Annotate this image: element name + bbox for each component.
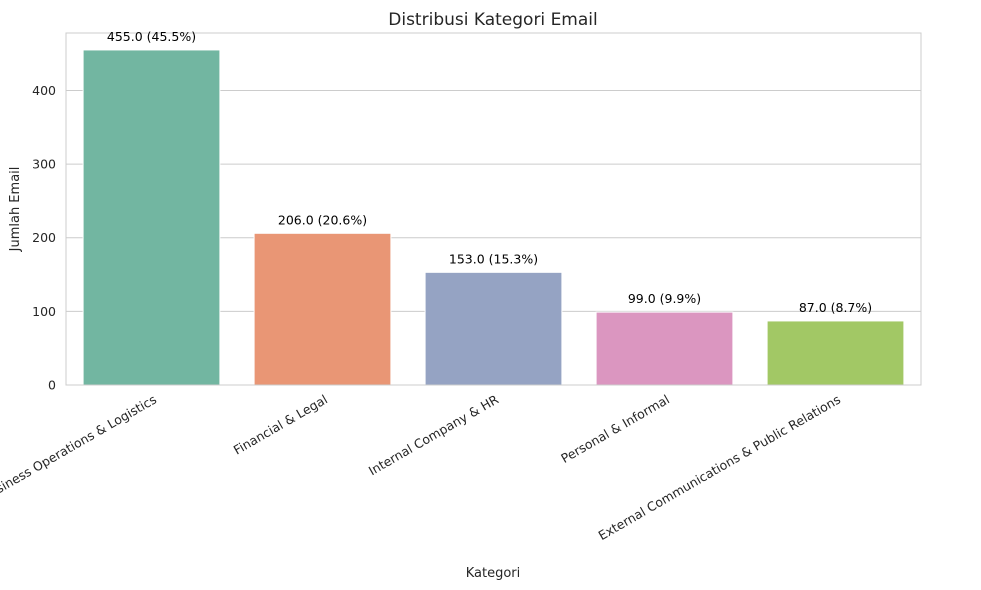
x-tick-labels: Business Operations & Logistics Financial… [0, 391, 843, 543]
y-tick-label: 300 [32, 157, 56, 172]
bar [766, 320, 905, 386]
chart-title: Distribusi Kategori Email [388, 10, 597, 30]
data-label: 99.0 (9.9%) [628, 291, 701, 306]
y-tick-label: 400 [32, 83, 56, 98]
y-tick-labels: 0 100 200 300 400 [32, 83, 56, 393]
bar [82, 49, 221, 386]
x-tick-label: Personal & Informal [558, 392, 672, 466]
x-axis-title: Kategori [466, 566, 521, 581]
y-tick-label: 0 [48, 378, 56, 393]
bar [595, 311, 734, 386]
data-label: 87.0 (8.7%) [799, 300, 872, 315]
y-axis-title: Jumlah Email [8, 167, 23, 253]
x-tick-label: Business Operations & Logistics [0, 392, 159, 505]
bar [424, 271, 563, 386]
x-tick-label: Financial & Legal [231, 392, 330, 458]
x-tick-label: Internal Company & HR [366, 391, 501, 478]
data-labels: 455.0 (45.5%) 206.0 (20.6%) 153.0 (15.3%) 9… [107, 29, 872, 315]
data-label: 455.0 (45.5%) [107, 29, 196, 44]
bar [253, 232, 392, 386]
y-tick-label: 100 [32, 304, 56, 319]
data-label: 206.0 (20.6%) [278, 212, 367, 227]
data-label: 153.0 (15.3%) [449, 251, 538, 266]
y-tick-label: 200 [32, 230, 56, 245]
plot-frame [65, 32, 922, 386]
bars [82, 49, 905, 386]
